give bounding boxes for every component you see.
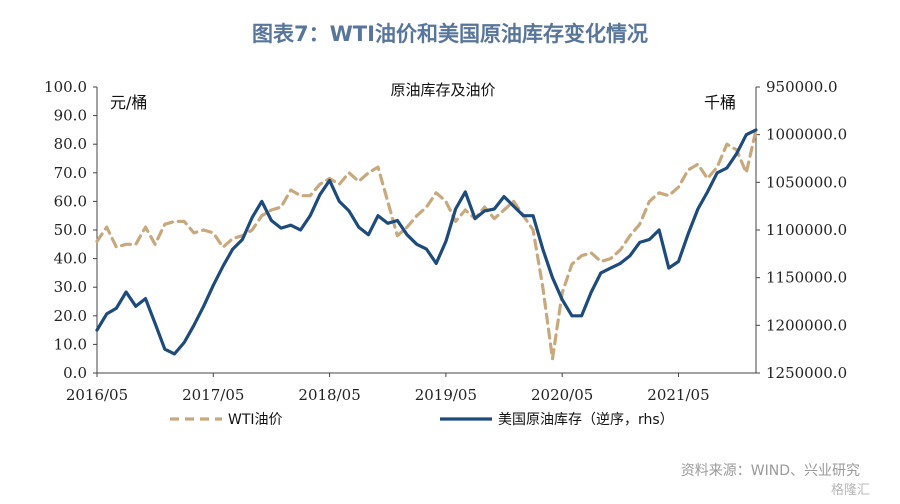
x-tick-label: 2017/05 <box>182 386 244 404</box>
chart-inner-title: 原油库存及油价 <box>390 81 495 99</box>
legend-inventory-label: 美国原油库存（逆序，rhs） <box>498 412 674 428</box>
left-tick-label: 40.0 <box>54 250 87 268</box>
x-tick-label: 2018/05 <box>298 386 360 404</box>
legend-wti-label: WTI油价 <box>228 412 283 428</box>
right-tick-label: 950000.0 <box>766 78 838 96</box>
left-tick-label: 20.0 <box>54 307 87 325</box>
right-tick-label: 1000000.0 <box>766 126 847 144</box>
inventory-line <box>95 128 758 356</box>
left-tick-label: 70.0 <box>54 164 87 182</box>
source-note: 资料来源：WIND、兴业研究 <box>680 463 860 479</box>
right-axis-unit: 千桶 <box>704 93 736 112</box>
left-tick-label: 50.0 <box>54 221 87 239</box>
left-tick-label: 90.0 <box>54 107 87 125</box>
left-tick-label: 100.0 <box>44 78 87 96</box>
x-tick-label: 2019/05 <box>415 386 477 404</box>
figure-title: 图表7：WTI油价和美国原油库存变化情况 <box>252 22 648 46</box>
series-inventory <box>95 128 758 356</box>
left-tick-label: 80.0 <box>54 135 87 153</box>
chart-legend: WTI油价 美国原油库存（逆序，rhs） <box>170 412 674 428</box>
chart-axes: 0.0 10.0 20.0 30.0 40.0 50.0 60.0 70.0 80.0 90.0 1… <box>44 78 847 404</box>
watermark: 格隆汇 <box>830 483 870 498</box>
left-tick-label: 30.0 <box>54 278 87 296</box>
right-tick-label: 1150000.0 <box>766 269 847 287</box>
left-tick-label: 60.0 <box>54 192 87 210</box>
right-tick-label: 1250000.0 <box>766 364 847 382</box>
series-wti <box>95 128 758 361</box>
x-tick-label: 2021/05 <box>647 386 709 404</box>
right-tick-label: 1100000.0 <box>766 221 847 239</box>
x-tick-label: 2016/05 <box>66 386 128 404</box>
x-tick-label: 2020/05 <box>531 386 593 404</box>
wti-line <box>95 128 758 361</box>
left-tick-label: 10.0 <box>54 335 87 353</box>
left-axis-unit: 元/桶 <box>110 93 147 112</box>
right-tick-label: 1050000.0 <box>766 173 847 191</box>
left-tick-label: 0.0 <box>63 364 87 382</box>
right-tick-label: 1200000.0 <box>766 316 847 334</box>
